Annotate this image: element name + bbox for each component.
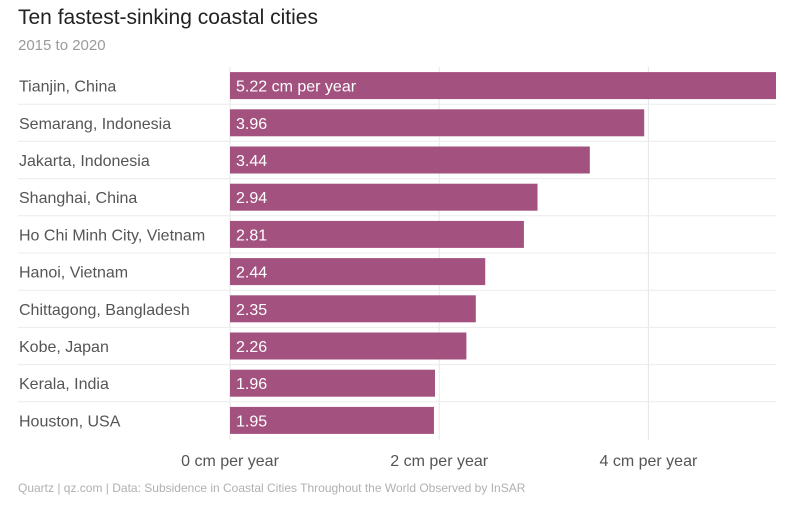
bar: [230, 295, 476, 323]
bar-value-label: 3.96: [236, 116, 267, 133]
bar-value-label: 2.81: [236, 227, 267, 244]
category-label: Tianjin, China: [19, 79, 116, 96]
category-label: Shanghai, China: [19, 190, 137, 207]
bar: [230, 220, 524, 248]
bar-value-label: 2.35: [236, 302, 267, 319]
bar: [230, 406, 434, 434]
bar-value-label: 2.44: [236, 265, 267, 282]
category-label: Chittagong, Bangladesh: [19, 302, 190, 319]
bar-chart: Tianjin, China 5.22 cm per year Semarang, …: [18, 67, 776, 470]
x-tick-label: 4 cm per year: [599, 453, 697, 470]
category-label: Semarang, Indonesia: [19, 116, 171, 133]
bar-value-label: 1.96: [236, 376, 267, 393]
category-label: Jakarta, Indonesia: [19, 153, 150, 170]
bar: [230, 146, 590, 174]
bar-value-label: 2.94: [236, 190, 267, 207]
chart-subtitle: 2015 to 2020: [18, 37, 106, 54]
bar-value-label: 1.95: [236, 413, 267, 430]
bar-value-label: 3.44: [236, 153, 267, 170]
bar-value-label: 5.22 cm per year: [236, 79, 357, 96]
x-tick-label: 2 cm per year: [390, 453, 488, 470]
x-tick-label: 0 cm per year: [181, 453, 279, 470]
category-label: Ho Chi Minh City, Vietnam: [19, 227, 205, 244]
category-label: Kobe, Japan: [19, 339, 109, 356]
chart-title: Ten fastest-sinking coastal cities: [18, 6, 318, 29]
bar-value-label: 2.26: [236, 339, 267, 356]
bar: [230, 258, 486, 286]
bar: [230, 109, 645, 137]
category-label: Hanoi, Vietnam: [19, 265, 128, 282]
category-label: Houston, USA: [19, 413, 121, 430]
category-label: Kerala, India: [19, 376, 109, 393]
source-footer: Quartz | qz.com | Data: Subsidence in Co…: [18, 481, 526, 495]
bar: [230, 183, 538, 211]
bar: [230, 72, 776, 100]
bar: [230, 332, 467, 360]
bar: [230, 369, 436, 397]
